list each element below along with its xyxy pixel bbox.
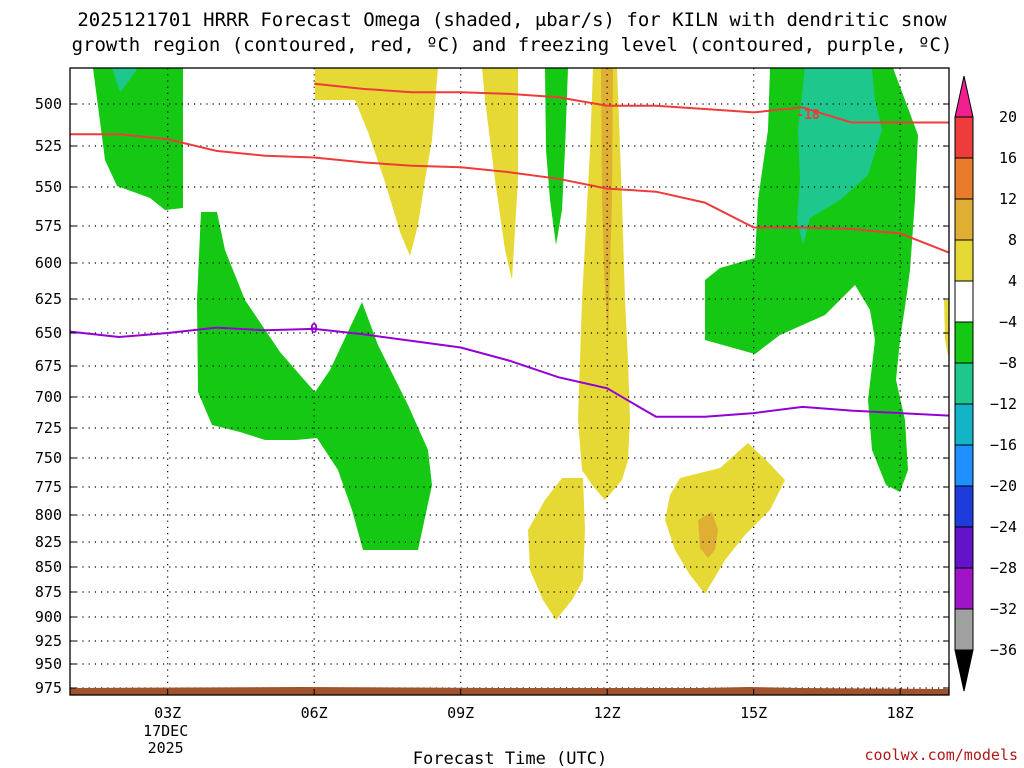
- colorbar-swatch: [954, 280, 974, 323]
- y-tick-label: 500: [35, 95, 62, 113]
- omega-region-orange: [698, 512, 718, 558]
- colorbar-label: 20: [999, 108, 1017, 126]
- y-tick-label: 525: [35, 137, 62, 155]
- y-axis-pressure: 500 525 550 575 600 625 650 675 700 725 750 775 800 8…: [35, 95, 949, 697]
- y-tick-label: 800: [35, 506, 62, 524]
- x-tick-label: 15Z: [740, 704, 767, 722]
- colorbar-top-arrow: [954, 75, 974, 118]
- colorbar-swatch: [954, 198, 974, 241]
- colorbar-label: 16: [999, 149, 1017, 167]
- omega-region-orange: [601, 68, 613, 340]
- colorbar-label: −12: [990, 395, 1017, 413]
- site-credit: coolwx.com/models: [864, 746, 1018, 764]
- omega-region-yellow: [528, 478, 585, 620]
- omega-region-teal: [112, 68, 138, 92]
- colorbar-label: −16: [990, 436, 1017, 454]
- chart-title-line2: growth region (contoured, red, ºC) and f…: [71, 34, 953, 56]
- colorbar-bottom-arrow: [954, 649, 974, 692]
- plot-frame: [69, 67, 950, 696]
- y-tick-label: 825: [35, 533, 62, 551]
- y-tick-label: 675: [35, 357, 62, 375]
- freezing-level-contours: 0: [69, 322, 950, 418]
- colorbar-swatch: [954, 567, 974, 610]
- colorbar-swatch: [954, 362, 974, 405]
- chart-title-line1: 2025121701 HRRR Forecast Omega (shaded, …: [77, 9, 947, 31]
- omega-region-yellow: [348, 68, 438, 256]
- colorbar-label: −28: [990, 559, 1017, 577]
- dendritic-growth-contours: -18: [70, 82, 950, 254]
- colorbar-swatch: [954, 239, 974, 282]
- colorbar-legend: 20 16 12 8 4 −4 −8 −12 −16 −20 −24 −28 −32 −36: [954, 75, 1017, 692]
- colorbar-label: −32: [990, 600, 1017, 618]
- colorbar-label: 4: [1008, 272, 1017, 290]
- dgz-contour-label: -18: [796, 108, 820, 123]
- y-tick-label: 775: [35, 478, 62, 496]
- y-tick-label: 650: [35, 324, 62, 342]
- omega-region-yellow: [578, 68, 630, 500]
- y-tick-label: 975: [35, 679, 62, 697]
- colorbar-label: 8: [1008, 231, 1017, 249]
- omega-region-yellow: [665, 443, 785, 594]
- y-tick-label: 750: [35, 449, 62, 467]
- colorbar-swatch: [954, 321, 974, 364]
- colorbar-swatch: [954, 403, 974, 446]
- y-tick-label: 925: [35, 632, 62, 650]
- colorbar-swatch: [954, 157, 974, 200]
- dgz-contour-lower: [70, 133, 950, 254]
- colorbar-swatch: [954, 485, 974, 528]
- x-tick-label: 18Z: [887, 704, 914, 722]
- omega-region-green: [545, 68, 568, 245]
- y-tick-label: 575: [35, 217, 62, 235]
- chart-title: 2025121701 HRRR Forecast Omega (shaded, …: [0, 8, 1024, 58]
- omega-region-green: [197, 212, 432, 550]
- colorbar-label: −24: [990, 518, 1017, 536]
- x-tick-label: 03Z: [154, 704, 181, 722]
- x-tick-label: 06Z: [301, 704, 328, 722]
- colorbar-swatch: [954, 444, 974, 487]
- omega-shading: [93, 68, 949, 620]
- y-tick-label: 900: [35, 608, 62, 626]
- colorbar-swatch: [954, 526, 974, 569]
- omega-region-yellow: [944, 300, 949, 360]
- grid-lines: [70, 68, 949, 695]
- dgz-contour-upper: [314, 82, 949, 124]
- colorbar-swatch: [954, 116, 974, 159]
- freezing-level-label: 0: [310, 322, 318, 337]
- colorbar-label: 12: [999, 190, 1017, 208]
- x-tick-label: 12Z: [594, 704, 621, 722]
- y-tick-label: 850: [35, 558, 62, 576]
- colorbar-swatch: [954, 608, 974, 651]
- y-tick-label: 550: [35, 178, 62, 196]
- colorbar-label: −8: [999, 354, 1017, 372]
- y-tick-label: 700: [35, 388, 62, 406]
- omega-region-green: [93, 68, 183, 210]
- x-axis-label: Forecast Time (UTC): [413, 749, 607, 768]
- y-tick-label: 725: [35, 419, 62, 437]
- x-date-label: 17DEC: [143, 722, 188, 740]
- colorbar-label: −20: [990, 477, 1017, 495]
- y-tick-label: 600: [35, 254, 62, 272]
- colorbar-label: −36: [990, 641, 1017, 659]
- x-tick-label: 09Z: [447, 704, 474, 722]
- terrain-ground: [70, 687, 949, 695]
- y-tick-label: 950: [35, 655, 62, 673]
- omega-region-yellow: [482, 68, 518, 280]
- y-tick-label: 875: [35, 583, 62, 601]
- freezing-level-line: [69, 326, 950, 418]
- x-date-label: 2025: [148, 739, 184, 757]
- colorbar-label: −4: [999, 313, 1017, 331]
- y-tick-label: 625: [35, 290, 62, 308]
